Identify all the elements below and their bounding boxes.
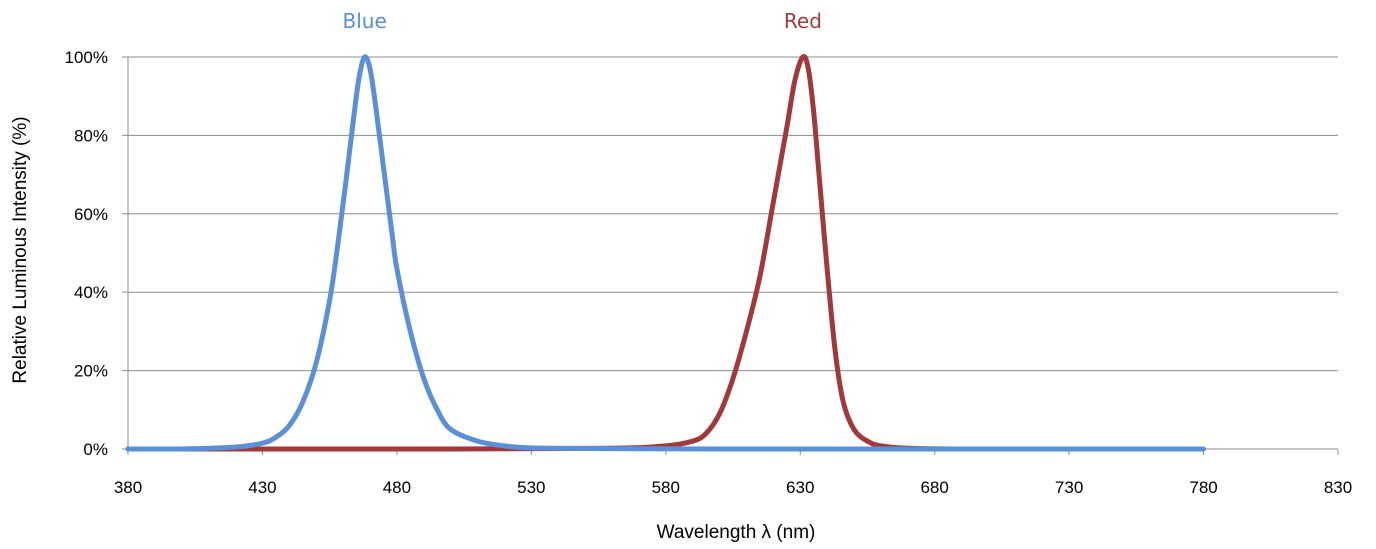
series-label-blue: Blue: [342, 9, 386, 33]
x-tick-label: 530: [517, 478, 545, 497]
x-tick-label: 780: [1189, 478, 1217, 497]
y-tick-label: 100%: [65, 48, 108, 67]
x-tick-label: 480: [383, 478, 411, 497]
series-label-red: Red: [784, 9, 822, 33]
series-lines: [125, 54, 1207, 452]
x-tick-label: 380: [114, 478, 142, 497]
y-axis: 0% 20% 40% 60% 80% 100%: [65, 48, 129, 459]
y-axis-title: Relative Luminous Intensity (%): [10, 116, 31, 383]
x-tick-label: 630: [786, 478, 814, 497]
x-tick-label: 830: [1324, 478, 1352, 497]
series-line-blue: [125, 54, 1207, 452]
x-axis-title: Wavelength λ (nm): [657, 522, 816, 543]
series-line-red: [125, 54, 1045, 452]
x-tick-label: 680: [920, 478, 948, 497]
y-tick-label: 60%: [74, 205, 108, 224]
x-tick-label: 430: [248, 478, 276, 497]
y-tick-label: 20%: [74, 362, 108, 381]
series-labels: Blue Red: [342, 9, 821, 33]
y-tick-label: 40%: [74, 283, 108, 302]
y-tick-label: 0%: [83, 440, 108, 459]
x-tick-label: 730: [1055, 478, 1083, 497]
x-axis: 380 430 480 530 580 630 680 730 780 830: [114, 449, 1352, 497]
y-tick-label: 80%: [74, 126, 108, 145]
x-tick-label: 580: [652, 478, 680, 497]
